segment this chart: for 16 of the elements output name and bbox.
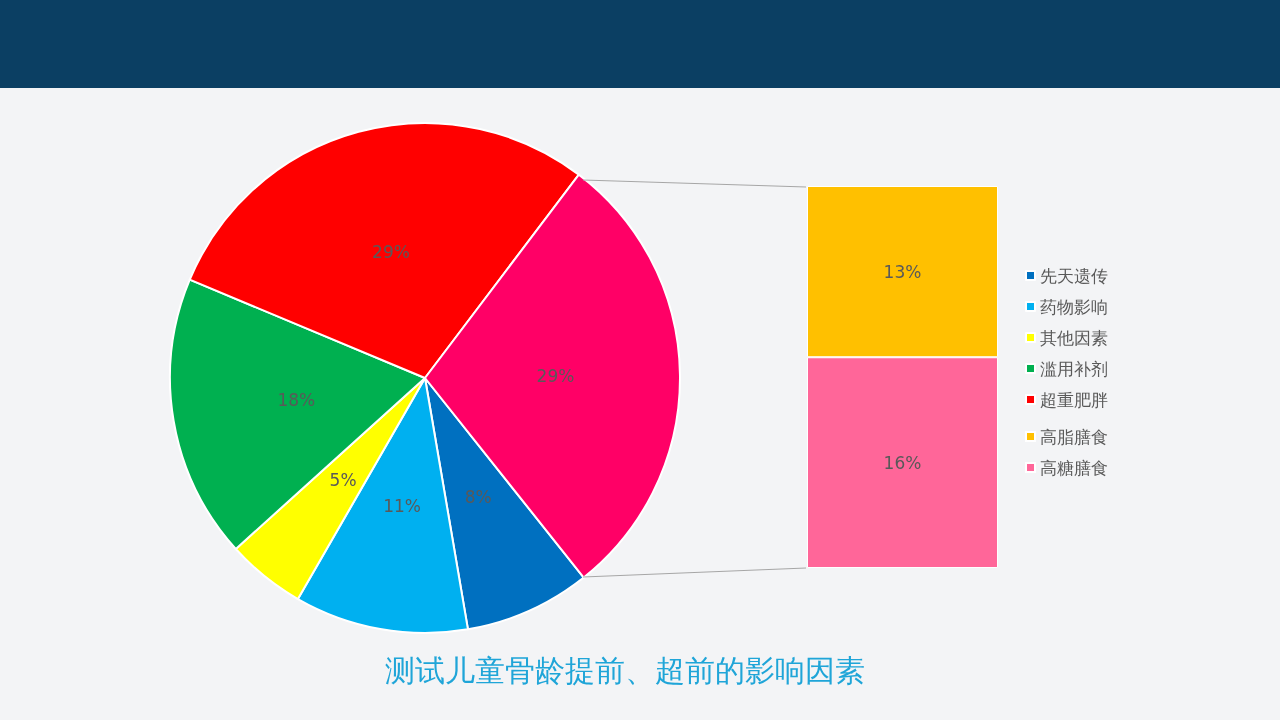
data-label: 29% [536, 366, 575, 387]
data-label: 16% [883, 452, 922, 473]
legend-label: 先天遗传 [1040, 265, 1108, 286]
legend-label: 其他因素 [1040, 327, 1108, 348]
data-label: 29% [372, 242, 410, 263]
legend-label: 高糖膳食 [1040, 457, 1108, 478]
legend-label: 超重肥胖 [1040, 389, 1108, 410]
data-label: 11% [383, 496, 422, 517]
text: 测试儿童骨龄提前、超前的影响因素 [385, 652, 865, 688]
legend-label: 药物影响 [1040, 296, 1108, 317]
data-label: 13% [883, 261, 922, 282]
data-label: 5% [329, 469, 357, 490]
legend-label: 高脂膳食 [1040, 426, 1108, 447]
data-label: 18% [277, 389, 316, 410]
data-label: 8% [464, 487, 492, 508]
legend-label: 滥用补剂 [1040, 358, 1108, 379]
